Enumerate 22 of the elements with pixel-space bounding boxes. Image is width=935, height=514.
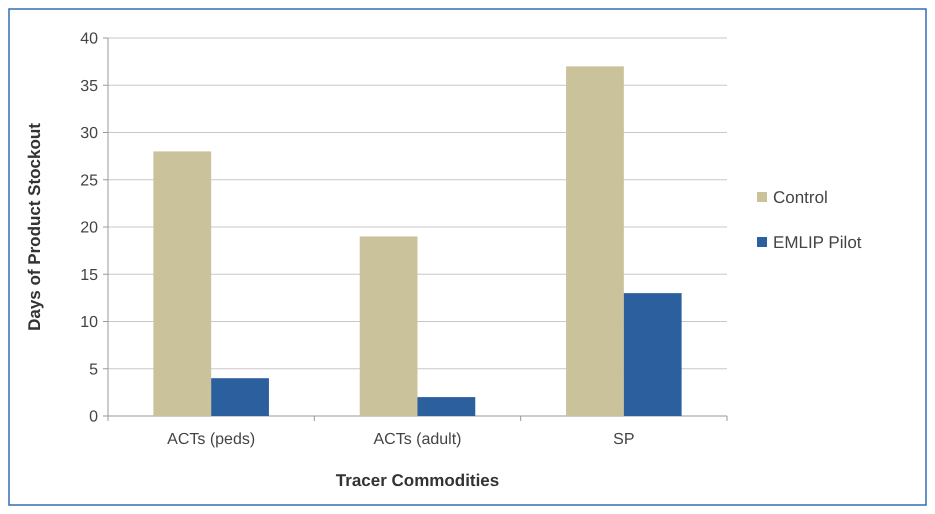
- legend-label: Control: [773, 188, 828, 207]
- bar: [211, 378, 269, 416]
- x-tick-label: ACTs (adult): [373, 431, 462, 448]
- x-tick-label: ACTs (peds): [167, 431, 256, 448]
- y-tick-label: 30: [80, 125, 98, 142]
- legend-label: EMLIP Pilot: [773, 232, 862, 252]
- y-tick-label: 5: [89, 361, 98, 378]
- y-tick-label: 15: [80, 266, 98, 284]
- y-tick-label: 10: [80, 314, 98, 332]
- bar: [566, 66, 624, 416]
- y-tick-label: 0: [89, 408, 98, 426]
- y-axis-title: Days of Product Stockout: [25, 122, 44, 331]
- bar: [153, 151, 212, 416]
- x-tick-label: SP: [613, 431, 635, 448]
- y-tick-label: 35: [80, 78, 98, 95]
- bar: [624, 293, 682, 416]
- y-tick-label: 40: [80, 30, 98, 48]
- bar: [418, 397, 476, 416]
- y-tick-label: 20: [80, 220, 98, 237]
- y-tick-label: 25: [80, 172, 98, 190]
- bar: [360, 236, 418, 416]
- x-axis-title: Tracer Commodities: [336, 471, 500, 490]
